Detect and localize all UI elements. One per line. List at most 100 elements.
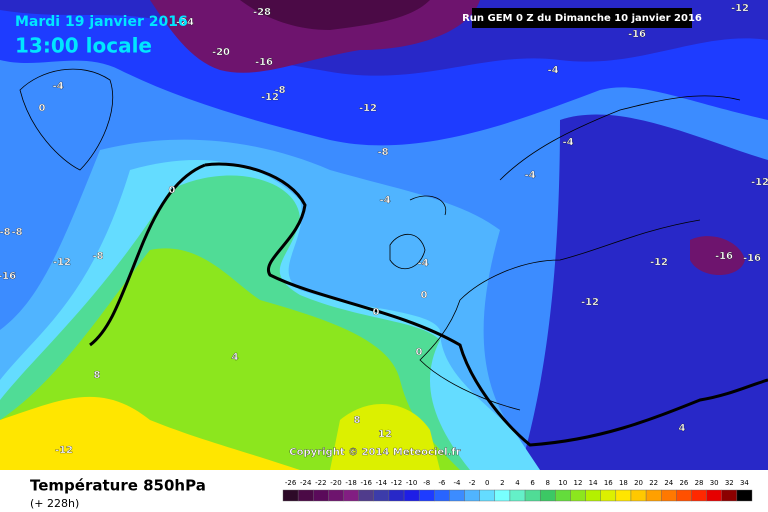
scale-label: -10 bbox=[406, 479, 417, 487]
color-swatch bbox=[570, 489, 586, 502]
color-swatch bbox=[449, 489, 465, 502]
field-cold-pool bbox=[690, 236, 745, 275]
color-swatch bbox=[524, 489, 541, 502]
contour-label: 4 bbox=[232, 352, 239, 363]
contour-label: -28 bbox=[253, 7, 271, 18]
color-swatch bbox=[600, 489, 617, 502]
scale-label: 34 bbox=[740, 479, 749, 487]
scale-label: 20 bbox=[634, 479, 643, 487]
color-swatch bbox=[313, 489, 329, 502]
contour-label: -4 bbox=[52, 81, 63, 92]
scale-label: -14 bbox=[376, 479, 388, 487]
contour-label: 8 bbox=[354, 415, 361, 426]
contour-label: 12 bbox=[378, 429, 392, 440]
scale-label: 0 bbox=[485, 479, 489, 487]
color-swatch bbox=[509, 489, 526, 502]
contour-label: -12 bbox=[261, 92, 279, 103]
temperature-field: -24-28-20-16-8-12-4-16-12-8-4-4-400-4-8-… bbox=[0, 0, 768, 470]
contour-label: -4 bbox=[562, 137, 573, 148]
color-swatch bbox=[373, 489, 390, 502]
field-extreme-cold bbox=[240, 0, 430, 30]
color-swatch bbox=[585, 489, 601, 502]
scale-label: 26 bbox=[679, 479, 688, 487]
copyright: Copyright © 2014 Meteociel.fr bbox=[289, 447, 460, 458]
contour-label: 8 bbox=[94, 370, 101, 381]
contour-label: -16 bbox=[715, 251, 733, 262]
color-swatch bbox=[464, 489, 480, 502]
color-swatch bbox=[691, 489, 707, 502]
scale-label: -24 bbox=[300, 479, 312, 487]
contour-label: -8 bbox=[274, 85, 285, 96]
contour-label: -12 bbox=[581, 297, 599, 308]
color-swatch bbox=[555, 489, 571, 502]
contour-label: 0 bbox=[421, 290, 428, 301]
scale-label: 28 bbox=[695, 479, 704, 487]
contour-label: -4 bbox=[547, 65, 558, 76]
scale-label: 24 bbox=[664, 479, 673, 487]
color-swatch bbox=[343, 489, 359, 502]
contour-label: -12 bbox=[55, 445, 73, 456]
contour-label: -16 bbox=[628, 29, 646, 40]
contour-label: -8 bbox=[11, 227, 22, 238]
field-hot bbox=[0, 396, 300, 470]
scale-label: 8 bbox=[546, 479, 550, 487]
color-swatch bbox=[403, 489, 420, 502]
color-swatch bbox=[388, 489, 405, 502]
color-swatch bbox=[418, 489, 435, 502]
contour-label: 0 bbox=[373, 307, 380, 318]
contour-label: -12 bbox=[359, 103, 377, 114]
contour-label: -8 bbox=[0, 227, 11, 238]
scale-label: 4 bbox=[515, 479, 520, 487]
color-swatch bbox=[494, 489, 511, 502]
color-swatch bbox=[539, 489, 556, 502]
contour-label: -20 bbox=[212, 47, 230, 58]
run-box bbox=[472, 8, 692, 28]
field-cold-east bbox=[520, 114, 768, 470]
scale-label: 10 bbox=[558, 479, 567, 487]
color-swatch bbox=[328, 489, 344, 502]
field-hot-africa bbox=[330, 403, 440, 470]
scale-label: 2 bbox=[500, 479, 504, 487]
map-time: 13:00 locale bbox=[15, 34, 152, 58]
color-swatch bbox=[434, 489, 450, 502]
contour-label: 4 bbox=[679, 423, 686, 434]
legend-subtitle: (+ 228h) bbox=[30, 497, 79, 510]
scale-label: -22 bbox=[315, 479, 326, 487]
contour-label: -12 bbox=[751, 177, 768, 188]
color-swatch bbox=[676, 489, 692, 502]
scale-label: -18 bbox=[345, 479, 356, 487]
scale-label: -16 bbox=[360, 479, 372, 487]
run-info: Run GEM 0 Z du Dimanche 10 janvier 2016 bbox=[462, 13, 702, 24]
freezing-line bbox=[204, 162, 768, 447]
scale-label: 14 bbox=[589, 479, 598, 487]
contour-label: -16 bbox=[743, 253, 761, 264]
scale-label: 22 bbox=[649, 479, 658, 487]
scale-label: -6 bbox=[438, 479, 446, 487]
color-swatch bbox=[645, 489, 662, 502]
freezing-line bbox=[89, 163, 206, 347]
contour-label: 0 bbox=[416, 347, 423, 358]
legend-title: Température 850hPa bbox=[30, 477, 206, 495]
contour-label: -4 bbox=[379, 195, 390, 206]
scale-label: 18 bbox=[619, 479, 628, 487]
scale-label: -26 bbox=[285, 479, 297, 487]
color-swatch bbox=[358, 489, 374, 502]
color-swatch bbox=[661, 489, 677, 502]
color-swatch bbox=[615, 489, 632, 502]
map-date: Mardi 19 janvier 2016 bbox=[15, 14, 188, 30]
field-very-cold bbox=[150, 0, 480, 73]
scale-label: 16 bbox=[604, 479, 613, 487]
color-swatch bbox=[282, 489, 299, 502]
contour-label: -12 bbox=[53, 257, 71, 268]
scale-label: 32 bbox=[725, 479, 734, 487]
contour-label: -8 bbox=[377, 147, 388, 158]
color-scale: -26 -24 -22 -20 -18 -16 -14 -12 -10 -8 -6 -4 -2 0 2 4 6 8… bbox=[282, 479, 753, 502]
scale-label: 12 bbox=[574, 479, 583, 487]
contour-label: -4 bbox=[417, 258, 428, 269]
scale-label: 30 bbox=[710, 479, 719, 487]
contour-label: -16 bbox=[255, 57, 273, 68]
contour-label: -16 bbox=[0, 271, 16, 282]
contour-label: -12 bbox=[731, 3, 749, 14]
contour-label: -8 bbox=[92, 251, 103, 262]
